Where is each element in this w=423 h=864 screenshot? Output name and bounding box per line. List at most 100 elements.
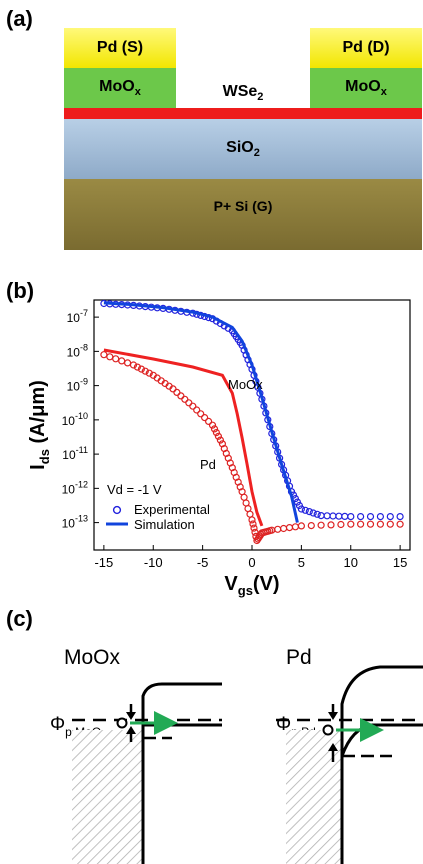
pd-barrier-arrowhead-top [328, 712, 338, 720]
y-tick-label: 10-9 [67, 377, 88, 394]
moox-conduction-band [141, 682, 222, 864]
data-point [210, 425, 219, 433]
x-tick-label: -15 [94, 555, 113, 570]
pd-drain-contact: Pd (D) [310, 28, 422, 68]
data-point [376, 520, 384, 528]
y-axis-label: Ids (A/μm) [27, 380, 52, 470]
moox-hole-icon [116, 717, 128, 729]
y-tick-label: 10-13 [62, 514, 88, 531]
data-point [335, 512, 343, 520]
data-point [106, 353, 114, 361]
x-tick-label: -5 [197, 555, 209, 570]
data-point [201, 414, 209, 422]
wse2-layer [64, 108, 422, 119]
y-tick-label: 10-11 [62, 445, 88, 462]
data-point [323, 512, 331, 520]
gate-layer: P+ Si (G) [64, 179, 422, 250]
data-point [317, 521, 325, 529]
data-point [386, 520, 394, 528]
moox-metal-hatched-region [72, 730, 144, 864]
y-tick-label: 10-8 [67, 342, 88, 359]
data-point [123, 359, 132, 367]
data-point [317, 512, 325, 520]
data-point [366, 513, 375, 521]
data-point [240, 493, 248, 501]
sio2-layer: SiO2 [64, 119, 422, 179]
data-point [250, 524, 258, 532]
data-point [246, 510, 254, 518]
data-point [185, 399, 193, 407]
device-cross-section: Pd (S) Pd (D) MoOx MoOx WSe2 SiO2 P+ Si … [64, 28, 422, 250]
pd-hole-icon [322, 724, 334, 736]
x-axis-label: Vgs(V) [224, 573, 279, 598]
data-point [396, 513, 404, 521]
data-point [173, 388, 181, 397]
x-tick-label: 10 [344, 555, 358, 570]
data-point [337, 520, 345, 529]
data-point [133, 363, 141, 371]
data-point [181, 395, 189, 403]
x-tick-label: 0 [248, 555, 255, 570]
data-point [347, 513, 355, 521]
data-point [341, 512, 349, 520]
pd-curve-label: Pd [200, 457, 216, 472]
x-tick-label: 5 [298, 555, 305, 570]
data-point [205, 417, 213, 425]
data-point [309, 509, 317, 517]
y-tick-label: 10-12 [62, 479, 88, 496]
data-point [208, 421, 217, 429]
data-point [197, 410, 205, 418]
data-point [396, 520, 404, 528]
pd-barrier-arrowhead-bottom [328, 743, 338, 751]
band-diagrams: MoOx Φp,MoOx Pd Φp,Pd [50, 646, 423, 864]
y-tick-label: 10-10 [62, 411, 88, 428]
panel-c-label: (c) [6, 606, 33, 631]
data-point [297, 522, 305, 530]
data-point [137, 365, 145, 373]
x-tick-label: -10 [144, 555, 163, 570]
data-point [169, 385, 177, 393]
data-point [357, 520, 365, 528]
x-axis-ticks: -15 -10 -5 0 5 10 15 [94, 545, 407, 570]
data-point [329, 512, 337, 520]
data-point [301, 506, 309, 514]
data-point [212, 429, 220, 437]
data-point [248, 516, 256, 524]
data-point [291, 523, 299, 531]
data-point [366, 520, 375, 528]
data-point [295, 501, 303, 510]
data-point [347, 520, 355, 528]
pd-source-contact: Pd (S) [64, 28, 176, 68]
panel-a-label: (a) [6, 6, 33, 31]
data-point [280, 524, 288, 533]
data-point [189, 402, 197, 410]
data-point [177, 392, 185, 400]
y-tick-label: 10-7 [67, 308, 88, 325]
moox-barrier-arrowhead-bottom [126, 726, 136, 734]
data-point [216, 436, 224, 444]
y-axis-ticks: 10-7 10-8 10-9 10-10 10-11 10-12 10-13 [62, 308, 99, 531]
wse2-channel-label: WSe2 [222, 82, 264, 104]
data-point [285, 524, 294, 532]
series-line-1 [103, 301, 299, 523]
moox-right-layer: MoOx [310, 68, 422, 108]
legend-experimental-marker [112, 505, 122, 515]
data-point [357, 513, 365, 521]
data-point [274, 525, 282, 533]
series-line-3 [103, 348, 264, 527]
data-point [305, 508, 313, 516]
moox-left-layer: MoOx [64, 68, 176, 108]
data-point [313, 510, 321, 518]
panel-b-label: (b) [6, 278, 35, 303]
pd-diagram-title: Pd [286, 646, 312, 669]
data-point [129, 361, 138, 369]
data-point [145, 369, 153, 377]
data-point [214, 432, 222, 440]
data-point [193, 406, 201, 414]
data-point [141, 367, 149, 375]
vd-annotation: Vd = -1 V [107, 482, 162, 497]
moox-barrier-arrowhead-top [126, 712, 136, 720]
transfer-curve-chart: -15 -10 -5 0 5 10 15 10-710-810-910-1010-1110-… [27, 299, 411, 598]
x-tick-label: 15 [393, 555, 407, 570]
data-point [112, 355, 120, 363]
